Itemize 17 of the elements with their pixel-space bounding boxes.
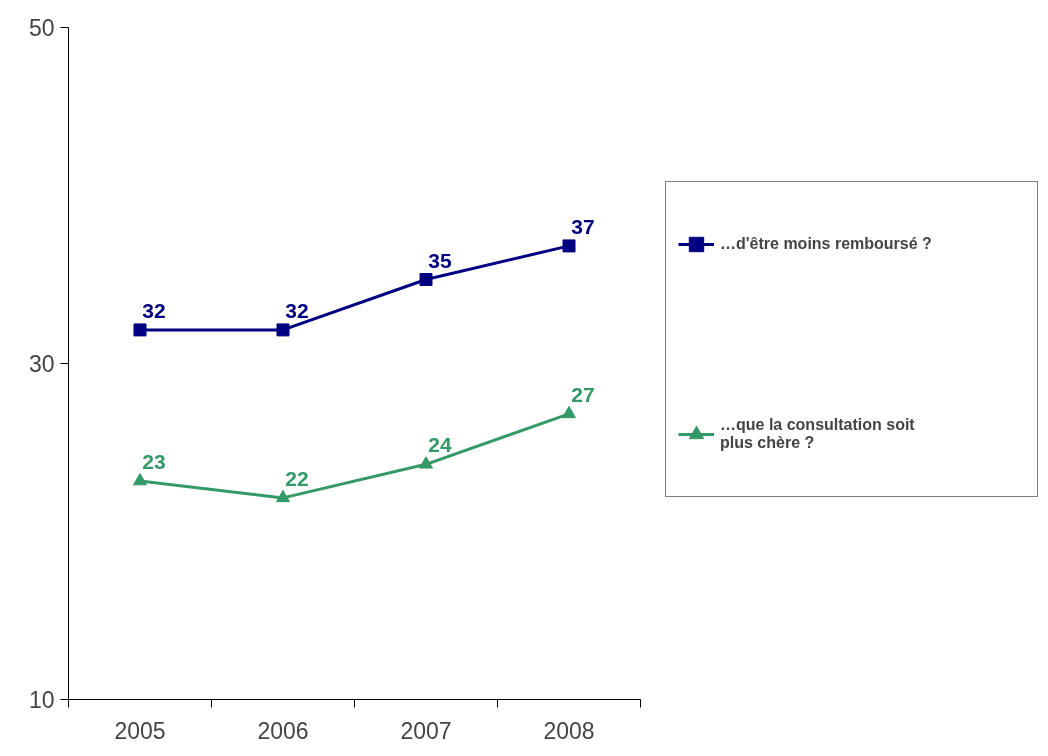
x-tick-label: 2007 [400, 717, 452, 744]
x-tick-label: 2006 [257, 717, 309, 744]
data-label: 37 [571, 214, 595, 238]
data-label: 22 [285, 466, 309, 490]
data-label: 23 [142, 450, 166, 474]
x-tick-label: 2008 [543, 717, 595, 744]
data-label: 32 [142, 298, 166, 322]
data-label: 35 [428, 248, 452, 272]
y-tick-label: 50 [28, 15, 55, 41]
data-label: 27 [571, 382, 595, 406]
y-tick-label: 30 [28, 351, 55, 377]
legend-label: …d'être moins remboursé ? [720, 235, 933, 253]
data-label: 24 [428, 433, 452, 457]
y-tick-label: 10 [28, 687, 55, 713]
data-label: 32 [285, 298, 309, 322]
x-tick-label: 2005 [114, 717, 166, 744]
legend-label: …que la consultation soit plus chère ? [720, 416, 916, 452]
